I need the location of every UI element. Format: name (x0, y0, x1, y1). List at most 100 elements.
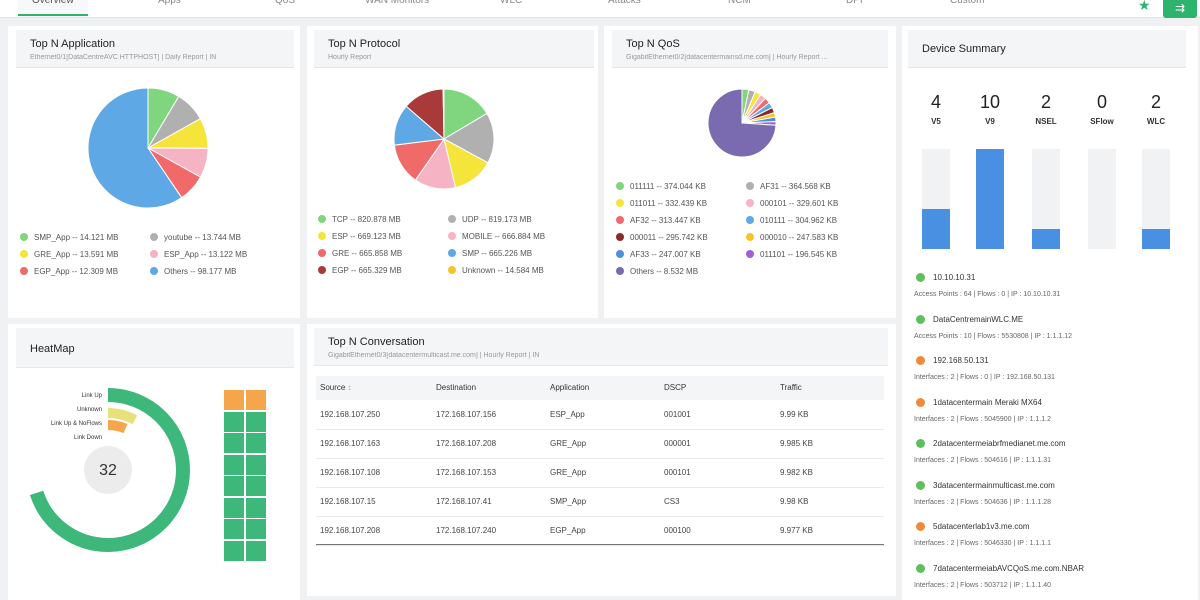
pie-slice-others[interactable] (708, 89, 776, 157)
heatmap-cell[interactable] (224, 411, 244, 432)
qos-pie-chart[interactable] (708, 89, 776, 157)
device-bar-wlc[interactable] (1142, 229, 1170, 249)
device-name-link[interactable]: 7datacentermeiabAVCQoS.me.com.NBAR (916, 563, 1084, 573)
table-cell[interactable]: 192.168.107.108 (320, 468, 381, 477)
legend-item[interactable]: AF31 -- 364.568 KB (746, 182, 831, 191)
legend-item[interactable]: SMP_App -- 14.121 MB (20, 233, 118, 242)
legend-item[interactable]: Others -- 8.532 MB (616, 267, 698, 276)
device-bar-nsel[interactable] (1032, 229, 1060, 249)
heatmap-ring-chart[interactable] (20, 388, 200, 568)
legend-item[interactable]: ESP_App -- 13.122 MB (150, 250, 247, 259)
device-bar-track (976, 149, 1004, 249)
table-cell[interactable]: 172.168.107.156 (436, 410, 497, 419)
column-destination[interactable]: Destination (436, 383, 477, 392)
table-cell[interactable]: 172.168.107.41 (436, 497, 492, 506)
legend-item[interactable]: youtube -- 13.744 MB (150, 233, 241, 242)
legend-item[interactable]: UDP -- 819.173 MB (448, 215, 532, 224)
top-n-qos-panel (604, 26, 896, 318)
heatmap-cell[interactable] (224, 519, 244, 539)
legend-item[interactable]: GRE_App -- 13.591 MB (20, 250, 118, 259)
legend-item[interactable]: AF33 -- 247.007 KB (616, 250, 701, 259)
legend-item[interactable]: Unknown -- 14.584 MB (448, 266, 544, 275)
table-cell: 000001 (664, 439, 691, 448)
heatmap-cell[interactable] (224, 540, 244, 561)
table-cell[interactable]: 192.168.107.15 (320, 497, 376, 506)
legend-item[interactable]: ESP -- 669.123 MB (318, 232, 401, 241)
legend-item[interactable]: 011011 -- 332.439 KB (616, 199, 707, 208)
legend-label: 011111 -- 374.044 KB (630, 182, 706, 191)
legend-item[interactable]: 000010 -- 247.583 KB (746, 233, 838, 242)
table-cell[interactable]: 172.168.107.208 (436, 439, 497, 448)
device-bar-v9[interactable] (976, 149, 1004, 249)
table-cell[interactable]: 192.168.107.163 (320, 439, 381, 448)
column-traffic[interactable]: Traffic (780, 383, 802, 392)
row-divider (316, 429, 884, 430)
column-application[interactable]: Application (550, 383, 590, 392)
legend-item[interactable]: AF32 -- 313.447 KB (616, 216, 701, 225)
column-source[interactable]: Source ↕ (320, 383, 352, 392)
legend-item[interactable]: 011111 -- 374.044 KB (616, 182, 706, 191)
legend-item[interactable]: GRE -- 665.858 MB (318, 249, 402, 258)
device-bar-track (1032, 149, 1060, 249)
legend-item[interactable]: TCP -- 820.878 MB (318, 215, 401, 224)
legend-item[interactable]: SMP -- 665.226 MB (448, 249, 532, 258)
device-name-link[interactable]: 3datacentermainmulticast.me.com (916, 480, 1055, 490)
tab-apps[interactable]: Apps (158, 0, 181, 6)
legend-item[interactable]: Others -- 98.177 MB (150, 267, 236, 276)
pie-slice-tcp[interactable] (443, 89, 488, 140)
heatmap-cell[interactable] (246, 390, 266, 410)
device-name-link[interactable]: 192.168.50.131 (916, 356, 989, 365)
heatmap-cell[interactable] (246, 519, 266, 539)
pie-slice-unknown[interactable] (442, 89, 445, 140)
heatmap-cell[interactable] (224, 454, 244, 475)
device-name-link[interactable]: 5datacenterlab1v3.me.com (916, 522, 1030, 531)
top-n-qos-header: Top N QoS GigabitEthernet0/2[datacenterm… (612, 30, 888, 68)
device-name-link[interactable]: DataCentremainWLC.ME (916, 314, 1023, 324)
device-bar-v5[interactable] (922, 209, 950, 249)
table-cell[interactable]: 172.168.107.240 (436, 526, 497, 535)
tab-wan-monitors[interactable]: WAN Monitors (365, 0, 430, 6)
legend-dot-icon (150, 233, 158, 241)
tab-attacks[interactable]: Attacks (608, 0, 641, 6)
tab-ncm[interactable]: NCM (728, 0, 751, 6)
heatmap-cell[interactable] (224, 476, 244, 496)
heatmap-cell[interactable] (224, 497, 244, 518)
pie-slice-udp[interactable] (442, 112, 494, 164)
favorite-star-icon[interactable]: ★ (1138, 0, 1151, 13)
tab-qos[interactable]: QoS (275, 0, 296, 6)
heatmap-cell[interactable] (246, 540, 266, 561)
table-cell[interactable]: 192.168.107.208 (320, 526, 381, 535)
legend-item[interactable]: EGP -- 665.329 MB (318, 266, 402, 275)
table-cell: GRE_App (550, 468, 587, 477)
legend-item[interactable]: 011101 -- 196.545 KB (746, 250, 837, 259)
heatmap-cell[interactable] (224, 433, 244, 453)
top-n-conversation-header: Top N Conversation GigabitEthernet0/3[da… (314, 328, 888, 366)
legend-item[interactable]: 000101 -- 329.601 KB (746, 199, 838, 208)
device-name-link[interactable]: 1datacentermain Meraki MX64 (916, 397, 1042, 407)
tab-dpi[interactable]: DPI (846, 0, 863, 6)
device-name-link[interactable]: 10.10.10.31 (916, 273, 975, 282)
device-name-link[interactable]: 2datacentermeiabrfmedianet.me.com (916, 439, 1066, 448)
heatmap-cell[interactable] (224, 390, 244, 410)
protocol-pie-chart[interactable] (394, 89, 494, 189)
application-pie-chart[interactable] (88, 88, 208, 208)
heatmap-cell[interactable] (246, 497, 266, 518)
legend-item[interactable]: MOBILE -- 666.884 MB (448, 232, 545, 241)
heatmap-cell[interactable] (246, 433, 266, 453)
table-cell[interactable]: 172.168.107.153 (436, 468, 497, 477)
legend-dot-icon (318, 266, 326, 274)
pie-slice-others[interactable] (88, 88, 183, 208)
legend-item[interactable]: 010111 -- 304.962 KB (746, 216, 837, 225)
heatmap-cell[interactable] (246, 476, 266, 496)
legend-item[interactable]: 000011 -- 295.742 KB (616, 233, 708, 242)
legend-item[interactable]: EGP_App -- 12.309 MB (20, 267, 118, 276)
column-dscp[interactable]: DSCP (664, 383, 687, 392)
tab-custom[interactable]: Custom (950, 0, 985, 6)
settings-toggle-button[interactable]: ⇉ (1163, 0, 1197, 18)
tab-overview[interactable]: Overview (18, 0, 88, 16)
tab-wlc[interactable]: WLC (500, 0, 523, 6)
table-cell[interactable]: 192.168.107.250 (320, 410, 381, 419)
toggle-icon: ⇉ (1174, 1, 1186, 15)
heatmap-cell[interactable] (246, 454, 266, 475)
heatmap-cell[interactable] (246, 411, 266, 432)
